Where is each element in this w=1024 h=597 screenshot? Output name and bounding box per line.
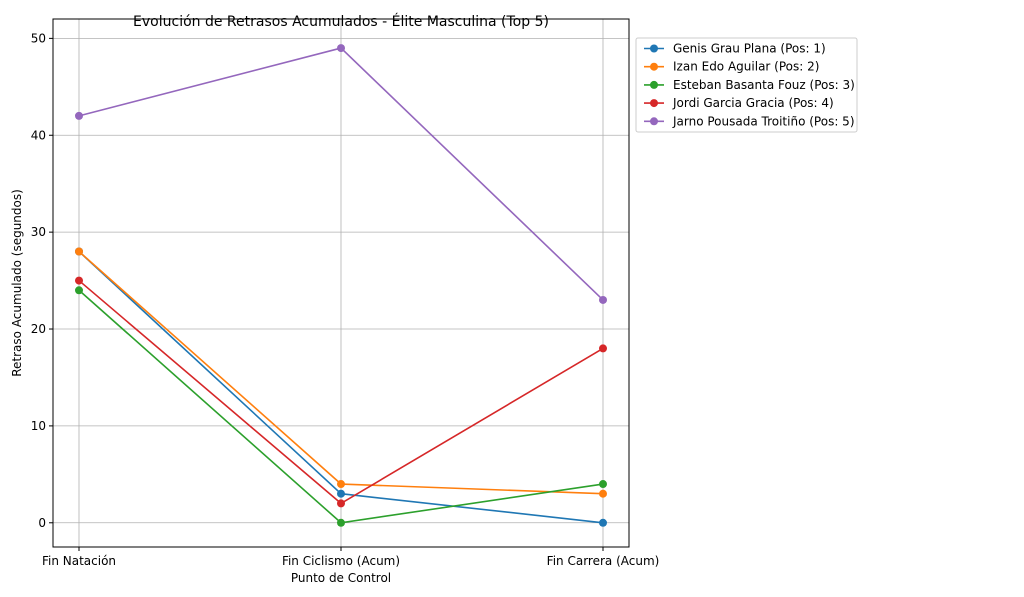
data-point xyxy=(599,295,607,304)
legend-marker xyxy=(650,99,658,108)
legend-label: Izan Edo Aguilar (Pos: 2) xyxy=(673,60,819,74)
data-point xyxy=(599,489,607,498)
series-lines xyxy=(75,44,607,527)
data-point xyxy=(337,499,345,508)
data-point xyxy=(337,44,345,53)
x-axis-label: Punto de Control xyxy=(291,571,391,585)
y-tick-label: 20 xyxy=(31,322,46,336)
data-point xyxy=(75,247,83,256)
legend-marker xyxy=(650,80,658,89)
y-tick-label: 30 xyxy=(31,225,46,239)
data-point xyxy=(75,111,83,120)
legend-label: Jarno Pousada Troitiño (Pos: 5) xyxy=(672,114,855,128)
x-tick-label: Fin Natación xyxy=(42,554,116,568)
axis-ticks: Fin Natación Fin Ciclismo (Acum) Fin Carre… xyxy=(31,31,660,568)
legend: Genis Grau Plana (Pos: 1) Izan Edo Aguila… xyxy=(635,37,858,133)
legend-frame xyxy=(635,37,858,133)
legend-marker xyxy=(650,62,658,71)
data-point xyxy=(599,480,607,489)
grid xyxy=(53,19,629,547)
x-tick-label: Fin Carrera (Acum) xyxy=(547,554,660,568)
y-tick-label: 0 xyxy=(38,516,46,530)
legend-label: Esteban Basanta Fouz (Pos: 3) xyxy=(673,78,855,92)
data-point xyxy=(599,518,607,527)
data-point xyxy=(337,480,345,489)
x-tick-label: Fin Ciclismo (Acum) xyxy=(282,554,400,568)
y-tick-label: 50 xyxy=(31,31,46,45)
legend-marker xyxy=(650,117,658,126)
y-tick-label: 40 xyxy=(31,128,46,142)
legend-label: Jordi Garcia Gracia (Pos: 4) xyxy=(672,96,834,110)
data-point xyxy=(75,276,83,285)
data-point xyxy=(337,489,345,498)
legend-label: Genis Grau Plana (Pos: 1) xyxy=(673,42,826,56)
legend-marker xyxy=(650,44,658,53)
y-tick-label: 10 xyxy=(31,419,46,433)
y-axis-label: Retraso Acumulado (segundos) xyxy=(10,189,24,377)
data-point xyxy=(337,518,345,527)
data-point xyxy=(75,286,83,295)
data-point xyxy=(599,344,607,353)
